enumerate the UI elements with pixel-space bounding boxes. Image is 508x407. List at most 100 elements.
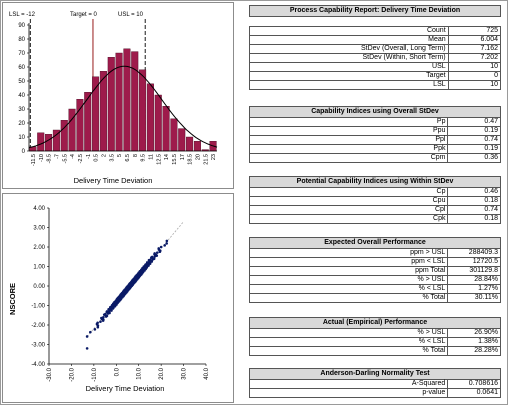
histogram-y-tick-label: 0 xyxy=(22,149,26,155)
qq-point xyxy=(149,258,152,262)
row-label: Mean xyxy=(249,35,449,45)
row-value: 1.38% xyxy=(447,337,501,347)
row-label: % Total xyxy=(248,293,449,303)
histogram-x-axis-label: Delivery Time Deviation xyxy=(74,176,153,185)
histogram-x-tick-label: 23 xyxy=(211,154,217,160)
table-row: A-Squared 0.708616 xyxy=(248,379,501,389)
qq-point xyxy=(165,239,169,243)
row-value: 12720.5 xyxy=(447,257,501,267)
histogram-x-tick-label: 21.5 xyxy=(203,154,209,165)
qq-point xyxy=(150,255,154,259)
histogram-x-tick-label: 0.5 xyxy=(94,154,100,162)
qq-point xyxy=(96,321,99,325)
histogram-y-tick-label: 70 xyxy=(18,51,25,57)
report-table: Process Capability Report: Delivery Time… xyxy=(249,5,501,17)
row-value: 10 xyxy=(447,80,502,90)
histogram-bar xyxy=(123,48,131,152)
table-title: Process Capability Report: Delivery Time… xyxy=(249,5,501,17)
row-label: USL xyxy=(249,62,449,72)
table-title: Capability Indices using Overall StDev xyxy=(249,106,501,118)
qq-y-axis-label: NSCORE xyxy=(8,283,17,315)
histogram-bar xyxy=(37,132,45,152)
row-label: Target xyxy=(249,71,449,81)
row-label: Pp xyxy=(248,117,449,127)
qq-point xyxy=(100,316,103,320)
usl-label: USL = 10 xyxy=(118,12,144,18)
table-header-row: Potential Capability Indices using Withi… xyxy=(249,176,501,188)
histogram-bar xyxy=(146,83,154,152)
target-label: Target = 0 xyxy=(70,12,98,18)
row-value: 288409.3 xyxy=(447,248,501,258)
qq-point xyxy=(155,251,159,254)
row-value: 10 xyxy=(447,62,502,72)
report-table: Anderson-Darling Normality Test A-Squared… xyxy=(248,368,501,398)
row-value: 0.46 xyxy=(447,187,501,197)
histogram-x-tick-label: 6.5 xyxy=(125,154,131,162)
row-label: StDev (Overall, Long Term) xyxy=(249,44,449,54)
histogram-bar xyxy=(186,136,194,152)
normal-probability-plot: 4.00 3.00 2.00 1.00 0.00 -1.00 -2.00 -3.00 -4.00… xyxy=(2,193,234,403)
report-table: Capability Indices using Overall StDev Pp… xyxy=(248,106,501,163)
histogram-bar xyxy=(170,118,178,152)
table-row: Count 725 xyxy=(249,26,502,36)
table-row: ppm Total 301129.8 xyxy=(248,266,501,276)
report-table: Actual (Empirical) Performance% > USL 26.… xyxy=(248,317,501,356)
histogram-x-tick-label: 8 xyxy=(133,154,139,157)
table-row: Ppu 0.19 xyxy=(248,126,501,136)
histogram-bar xyxy=(178,128,186,152)
row-label: Ppu xyxy=(248,126,449,136)
histogram-x-tick-label: -10 xyxy=(39,154,45,162)
row-value: 0.74 xyxy=(447,135,501,145)
histogram-x-tick-label: -1 xyxy=(86,154,92,159)
histogram-x-tick-label: 15.5 xyxy=(172,154,178,165)
row-label: Cp xyxy=(248,187,449,197)
qq-y-tick-label: 3.00 xyxy=(33,226,45,232)
row-label: Ppk xyxy=(248,144,449,154)
qq-point xyxy=(89,330,92,334)
histogram-x-tick-label: 14 xyxy=(164,154,170,160)
table-row: Cpm 0.36 xyxy=(248,153,501,163)
table-row: ppm > USL 288409.3 xyxy=(248,248,501,258)
histogram-bar xyxy=(131,51,139,152)
qq-x-axis-label: Delivery Time Deviation xyxy=(86,384,165,393)
row-label: ppm < LSL xyxy=(248,257,449,267)
histogram-bar xyxy=(99,70,107,152)
row-label: ppm Total xyxy=(248,266,449,276)
qq-y-tick-label: -3.00 xyxy=(31,343,45,349)
histogram-x-tick-label: 18.5 xyxy=(188,154,194,165)
row-value: 30.11% xyxy=(447,293,501,303)
histogram-svg: 0 10 20 30 40 50 60 70 80 90 -11.5 -10 -8.5 -7 -5.5 -4… xyxy=(9,12,218,185)
row-value: 0.18 xyxy=(447,196,501,206)
table-row: % Total 30.11% xyxy=(248,293,501,303)
qq-x-tick-label: -30.0 xyxy=(47,367,53,381)
qq-y-tick-label: 2.00 xyxy=(33,245,45,251)
table-row: Cp 0.46 xyxy=(248,187,501,197)
row-label: % > USL xyxy=(248,328,449,338)
table-row: % > USL 26.90% xyxy=(248,328,501,338)
qq-x-tick-label: -20.0 xyxy=(69,367,75,381)
qq-y-tick-label: 4.00 xyxy=(33,206,45,212)
qq-point xyxy=(163,244,166,247)
table-row: Cpk 0.18 xyxy=(248,214,501,224)
row-value: 0.708616 xyxy=(447,379,501,389)
qq-point xyxy=(104,312,107,316)
histogram-x-tick-label: 9.5 xyxy=(141,154,147,162)
histogram-y-tick-label: 60 xyxy=(18,65,25,71)
qq-x-tick-label: 0.0 xyxy=(114,367,120,376)
table-row: Target 0 xyxy=(249,71,502,81)
qq-x-tick-label: 10.0 xyxy=(137,367,143,379)
table-row: Cpu 0.18 xyxy=(248,196,501,206)
histogram-bar xyxy=(193,140,201,152)
row-value: 28.84% xyxy=(447,275,501,285)
row-label: % Total xyxy=(248,346,449,356)
histogram-y-tick-label: 50 xyxy=(18,79,25,85)
qq-y-tick-label: -2.00 xyxy=(31,323,45,329)
histogram-x-tick-label: 2 xyxy=(101,154,107,157)
qq-point xyxy=(85,347,89,350)
histogram-chart: 0 10 20 30 40 50 60 70 80 90 -11.5 -10 -8.5 -7 -5.5 -4… xyxy=(2,2,234,189)
qq-x-tick-label: 40.0 xyxy=(204,367,210,379)
qq-x-tick-label: 30.0 xyxy=(182,367,188,379)
lsl-label: LSL = -12 xyxy=(9,12,36,18)
table-row: % < LSL 1.38% xyxy=(248,337,501,347)
table-title: Actual (Empirical) Performance xyxy=(249,317,501,329)
